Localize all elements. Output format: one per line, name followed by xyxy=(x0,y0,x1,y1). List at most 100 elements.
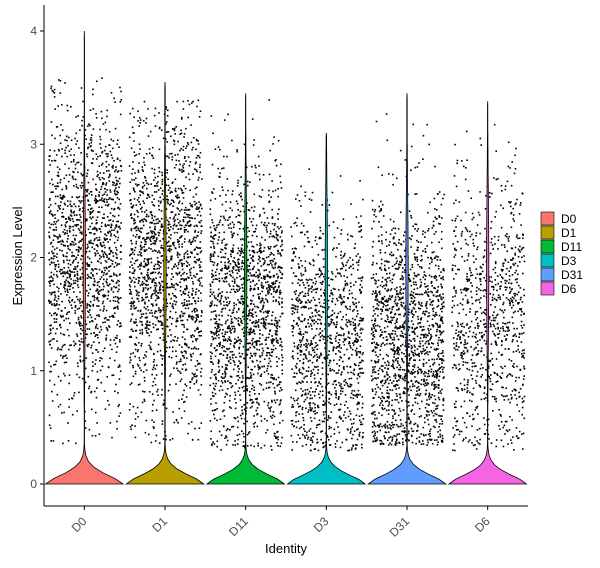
data-point xyxy=(211,293,213,296)
data-point xyxy=(111,374,113,377)
data-point xyxy=(49,198,51,200)
data-point xyxy=(321,330,324,332)
data-point xyxy=(170,257,173,260)
data-point xyxy=(118,225,121,228)
data-point xyxy=(342,387,344,390)
data-point xyxy=(234,440,236,442)
data-point xyxy=(243,318,245,321)
data-point xyxy=(231,221,234,224)
data-point xyxy=(183,255,185,258)
data-point xyxy=(225,435,227,437)
data-point xyxy=(109,339,112,341)
data-point xyxy=(190,241,192,244)
data-point xyxy=(230,407,232,409)
data-point xyxy=(273,339,276,341)
data-point xyxy=(66,104,68,107)
data-point xyxy=(280,277,282,279)
data-point xyxy=(101,183,104,186)
data-point xyxy=(260,251,263,253)
data-point xyxy=(248,377,251,380)
data-point xyxy=(175,325,177,328)
data-point xyxy=(73,159,75,161)
data-point xyxy=(108,246,111,249)
data-point xyxy=(88,343,90,346)
data-point xyxy=(254,311,257,314)
data-point xyxy=(165,121,168,123)
data-point xyxy=(157,263,159,265)
data-point xyxy=(137,227,139,230)
data-point xyxy=(182,170,185,173)
data-point xyxy=(90,261,93,264)
data-point xyxy=(137,236,140,238)
data-point xyxy=(347,331,350,333)
data-point xyxy=(79,359,81,361)
data-point xyxy=(237,336,239,339)
data-point xyxy=(50,440,52,442)
data-point xyxy=(104,233,106,235)
data-point xyxy=(335,340,337,342)
data-point xyxy=(171,305,173,307)
data-point xyxy=(270,365,272,368)
data-point xyxy=(158,170,161,173)
data-point xyxy=(68,285,71,288)
data-point xyxy=(181,192,184,194)
data-point xyxy=(155,284,158,287)
data-point xyxy=(53,303,56,305)
data-point xyxy=(219,269,222,271)
data-point xyxy=(129,112,131,115)
data-point xyxy=(54,159,57,162)
data-point xyxy=(73,154,75,156)
data-point xyxy=(86,303,89,305)
data-point xyxy=(216,344,218,347)
data-point xyxy=(317,322,319,325)
data-point xyxy=(267,347,269,349)
data-point xyxy=(225,443,228,446)
data-point xyxy=(150,261,153,264)
data-point xyxy=(217,379,220,382)
data-point xyxy=(310,343,312,345)
data-point xyxy=(132,251,134,254)
data-point xyxy=(99,325,102,328)
data-point xyxy=(92,150,94,152)
data-point xyxy=(185,260,188,263)
data-point xyxy=(71,196,73,198)
data-point xyxy=(262,324,265,327)
data-point xyxy=(182,401,185,404)
data-point xyxy=(184,187,187,190)
data-point xyxy=(79,332,82,335)
data-point xyxy=(62,355,65,357)
data-point xyxy=(262,311,265,314)
data-point xyxy=(237,182,239,184)
data-point xyxy=(349,308,351,311)
data-point xyxy=(113,359,116,362)
data-point xyxy=(319,383,322,385)
data-point xyxy=(92,305,95,307)
data-point xyxy=(192,316,195,319)
data-point xyxy=(162,438,165,440)
data-point xyxy=(168,229,170,232)
data-point xyxy=(157,222,159,224)
data-point xyxy=(171,317,174,320)
data-point xyxy=(221,239,224,242)
data-point xyxy=(110,287,113,289)
data-point xyxy=(146,258,148,261)
data-point xyxy=(108,163,110,166)
data-point xyxy=(211,269,214,272)
data-point xyxy=(281,354,283,356)
data-point xyxy=(263,275,265,277)
data-point xyxy=(75,143,77,145)
data-point xyxy=(157,200,160,202)
data-point xyxy=(103,178,105,180)
data-point xyxy=(149,238,151,241)
data-point xyxy=(181,169,183,171)
data-point xyxy=(95,387,98,389)
data-point xyxy=(188,103,191,106)
data-point xyxy=(210,235,212,238)
data-point xyxy=(190,347,193,350)
data-point xyxy=(227,380,229,382)
data-point xyxy=(259,356,262,358)
data-point xyxy=(87,188,89,191)
data-point xyxy=(141,191,144,193)
data-point xyxy=(237,259,239,261)
data-point xyxy=(86,344,88,346)
